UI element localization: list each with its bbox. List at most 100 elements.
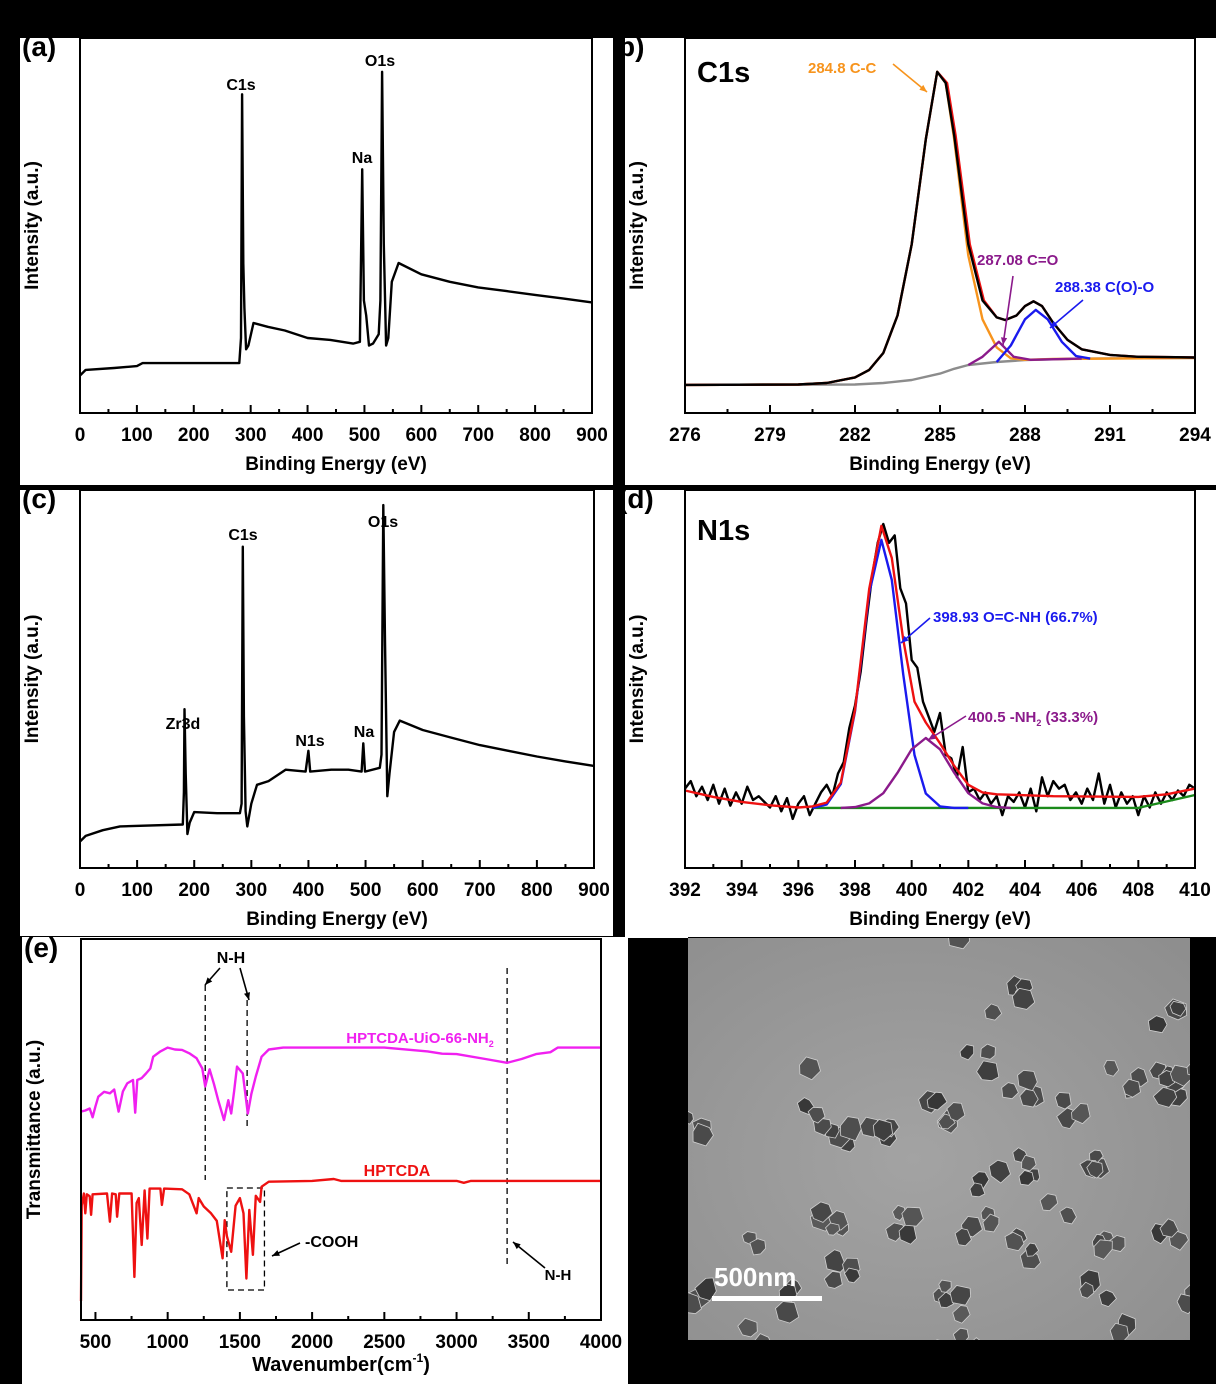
text-part: ) bbox=[423, 1354, 430, 1376]
arrowhead-icon bbox=[919, 84, 927, 92]
y-axis-title: Transmittance (a.u.) bbox=[24, 1040, 45, 1220]
nanoparticle bbox=[980, 1043, 996, 1060]
x-tick-label: 0 bbox=[75, 425, 86, 446]
panel-background-4 bbox=[22, 937, 628, 1384]
text-part: -1 bbox=[413, 1351, 424, 1365]
panel-label: (f) bbox=[630, 933, 658, 964]
nanoparticle bbox=[1169, 1000, 1187, 1017]
nanoparticle bbox=[824, 1249, 847, 1273]
annotation-label: N1s bbox=[295, 733, 324, 750]
x-tick-label: 291 bbox=[1094, 425, 1126, 446]
x-tick-label: 282 bbox=[839, 425, 871, 446]
x-tick-label: 3000 bbox=[435, 1332, 477, 1353]
nanoparticle bbox=[1109, 1322, 1130, 1340]
nanoparticle bbox=[688, 1110, 694, 1125]
nanoparticle bbox=[949, 1285, 972, 1306]
x-tick-label: 1000 bbox=[147, 1332, 189, 1353]
nanoparticle bbox=[872, 1119, 894, 1142]
nanoparticle bbox=[807, 1106, 826, 1124]
x-tick-label: 200 bbox=[178, 880, 210, 901]
text-part: 284.8 C-C bbox=[808, 60, 877, 77]
chart-panel-b: b) 276 279 282 285 288 291 294 Binding Energy (e… bbox=[625, 37, 1211, 475]
nanoparticle bbox=[1152, 1086, 1178, 1108]
x-tick-label: 2500 bbox=[363, 1332, 405, 1353]
series-line-3 bbox=[995, 308, 1091, 363]
x-tick-label: 400 bbox=[292, 425, 324, 446]
x-tick-label: 1500 bbox=[219, 1332, 261, 1353]
annotation-arrow bbox=[927, 715, 967, 741]
y-axis-title: Intensity (a.u.) bbox=[627, 161, 648, 290]
annotation-label: 287.08 C=O bbox=[977, 252, 1059, 269]
panel-background-0 bbox=[20, 38, 613, 485]
y-axis-title: Intensity (a.u.) bbox=[627, 615, 648, 744]
text-part: N-H bbox=[545, 1267, 572, 1284]
arrowhead-icon bbox=[901, 635, 909, 643]
x-tick-label: 406 bbox=[1066, 880, 1098, 901]
annotation-label: C1s bbox=[228, 527, 257, 544]
nanoparticle bbox=[976, 1060, 1000, 1082]
x-tick-label: 100 bbox=[121, 425, 153, 446]
series-line-4 bbox=[684, 524, 1196, 809]
nanoparticle bbox=[809, 1201, 833, 1223]
nanoparticle bbox=[969, 1182, 986, 1198]
x-axis-title: Binding Energy (eV) bbox=[849, 909, 1031, 930]
text-part: -COOH bbox=[305, 1234, 358, 1251]
panel-label: (d) bbox=[618, 483, 654, 514]
nanoparticle bbox=[1054, 1092, 1072, 1110]
nanoparticle bbox=[1019, 1088, 1039, 1108]
x-tick-label: 279 bbox=[754, 425, 786, 446]
nanoparticle bbox=[938, 1279, 952, 1293]
series-line-0 bbox=[80, 1046, 601, 1122]
nanoparticle bbox=[885, 1222, 906, 1242]
x-tick-label: 800 bbox=[521, 880, 553, 901]
panel-label: (e) bbox=[24, 932, 58, 963]
series-line-3 bbox=[840, 736, 1011, 810]
x-tick-label: 0 bbox=[75, 880, 86, 901]
panel-background-2 bbox=[20, 490, 613, 936]
nanoparticle bbox=[688, 1292, 702, 1315]
x-tick-label: 408 bbox=[1122, 880, 1154, 901]
series-line-0 bbox=[79, 70, 593, 377]
x-tick-label: 700 bbox=[464, 880, 496, 901]
nanoparticle bbox=[775, 1301, 800, 1324]
nanoparticle bbox=[984, 1003, 1003, 1021]
text-part: Zr3d bbox=[166, 716, 201, 733]
x-tick-label: 700 bbox=[462, 425, 494, 446]
arrowhead-icon bbox=[244, 992, 251, 1000]
x-tick-label: 402 bbox=[952, 880, 984, 901]
x-tick-label: 2000 bbox=[291, 1332, 333, 1353]
annotation-label: HPTCDA-UiO-66-NH2 bbox=[346, 1030, 494, 1049]
x-axis-title: Binding Energy (eV) bbox=[849, 454, 1031, 475]
scale-bar bbox=[712, 1296, 822, 1301]
nanoparticle bbox=[1176, 1293, 1190, 1315]
nanoparticle bbox=[1001, 1082, 1019, 1100]
panel-label-group: b) bbox=[625, 38, 644, 62]
annotation-label: O1s bbox=[365, 53, 395, 70]
x-tick-label: 900 bbox=[578, 880, 610, 901]
x-tick-label: 396 bbox=[782, 880, 814, 901]
nanoparticle bbox=[952, 1305, 971, 1324]
nanoparticle bbox=[1021, 1154, 1037, 1172]
x-tick-label: 400 bbox=[896, 880, 928, 901]
annotation-label: N-H bbox=[545, 1267, 572, 1284]
nanoparticle bbox=[936, 1339, 940, 1340]
panel-label-group: (c) bbox=[22, 490, 56, 514]
text-part: 2 bbox=[1036, 718, 1041, 728]
x-tick-label: 404 bbox=[1009, 880, 1041, 901]
annotation-label: -COOH bbox=[305, 1234, 358, 1251]
text-part: 287.08 C=O bbox=[977, 252, 1059, 269]
nanoparticle bbox=[1186, 1063, 1190, 1076]
x-tick-label: 600 bbox=[407, 880, 439, 901]
panel-f-label-bg bbox=[628, 920, 688, 938]
nanoparticle bbox=[1059, 1206, 1077, 1225]
series-line-5 bbox=[684, 70, 1196, 387]
nanoparticle bbox=[692, 1122, 714, 1147]
nanoparticle bbox=[1103, 1059, 1120, 1077]
nanoparticle bbox=[901, 1206, 924, 1227]
x-tick-label: 394 bbox=[726, 880, 758, 901]
annotation-label: 288.38 C(O)-O bbox=[1055, 279, 1155, 296]
x-tick-label: 285 bbox=[924, 425, 956, 446]
tem-image: 500nm bbox=[688, 938, 1190, 1340]
nanoparticle bbox=[1159, 1218, 1179, 1238]
text-part: Wavenumber(cm bbox=[252, 1354, 412, 1376]
